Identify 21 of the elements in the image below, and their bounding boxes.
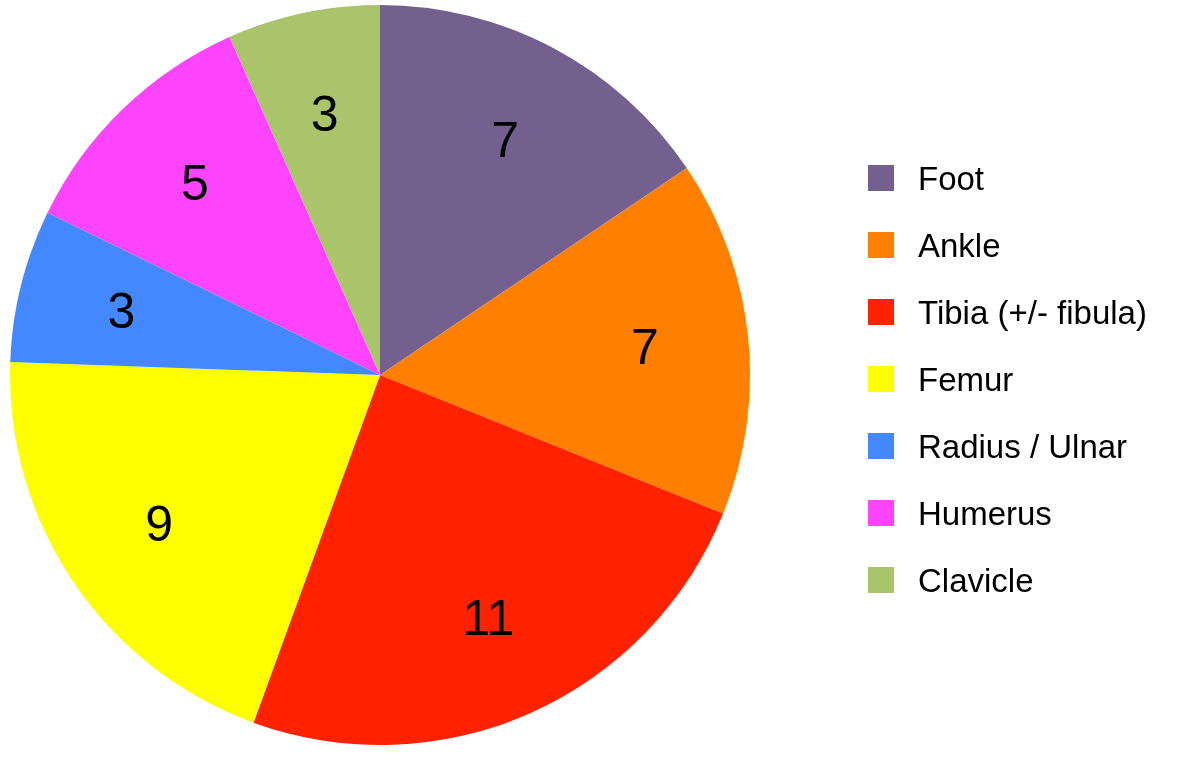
legend-label: Humerus (918, 494, 1052, 532)
data-label: 7 (491, 111, 519, 168)
data-label: 3 (310, 86, 339, 143)
pie-slice (380, 5, 687, 375)
data-label: 7 (631, 319, 659, 376)
legend-label: Femur (918, 360, 1014, 398)
data-label: 3 (107, 282, 136, 339)
data-label: 9 (145, 495, 174, 552)
pie-slice (380, 168, 750, 514)
legend-label: Tibia (+/- fibula) (918, 293, 1147, 331)
legend-label: Radius / Ulnar (918, 427, 1128, 465)
pie-slice (47, 36, 380, 375)
pie-slice (229, 5, 380, 375)
data-label: 5 (181, 155, 209, 212)
legend-label: Clavicle (918, 561, 1034, 599)
legend-label: Ankle (918, 226, 1001, 264)
pie-slice (10, 362, 380, 723)
legend-label: Foot (918, 159, 985, 197)
data-label: 11 (462, 590, 515, 647)
pie-slice (253, 375, 724, 745)
pie-slice (10, 212, 380, 375)
